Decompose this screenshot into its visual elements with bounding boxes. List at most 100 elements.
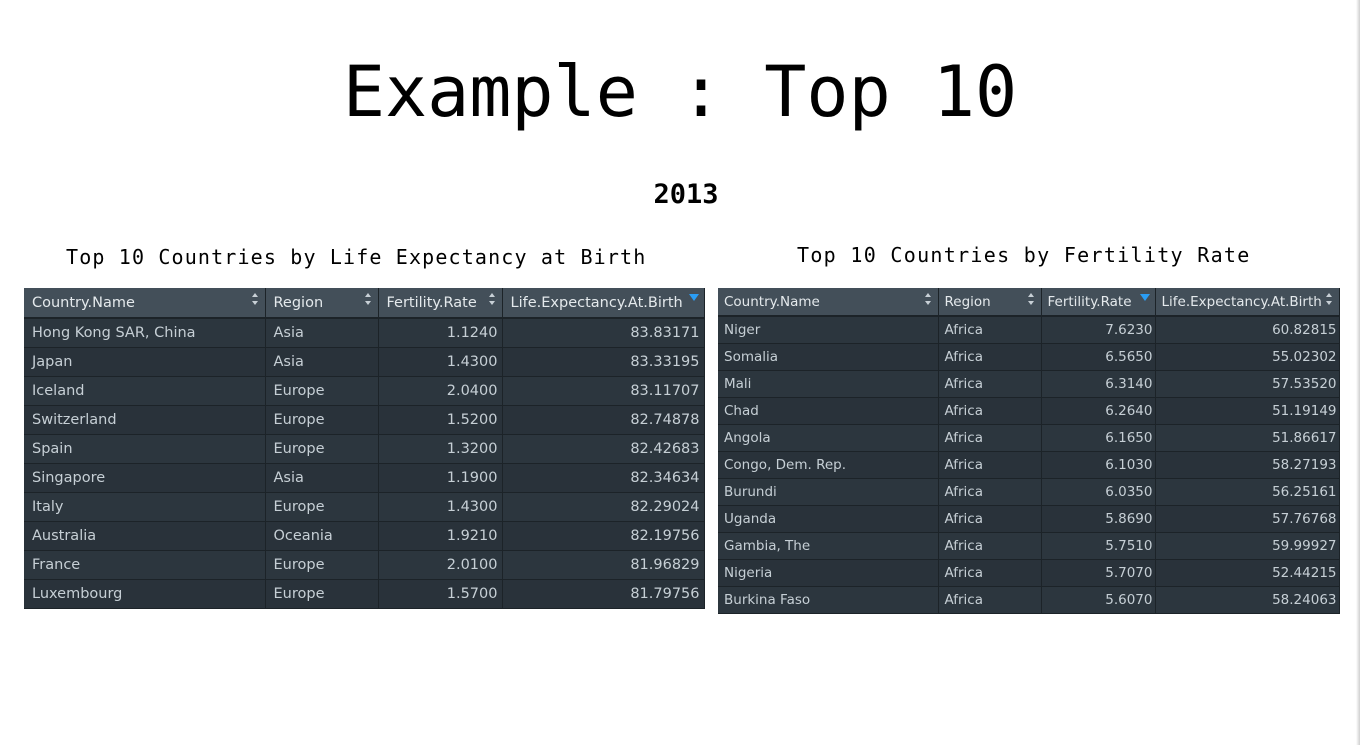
table-row[interactable]: Angola Africa 6.1650 51.86617 bbox=[718, 424, 1340, 452]
sort-arrows-icon[interactable] bbox=[924, 292, 932, 306]
cell-country-name: Congo, Dem. Rep. bbox=[718, 451, 939, 479]
cell-region: Africa bbox=[938, 316, 1042, 344]
cell-country-name: Luxembourg bbox=[24, 579, 266, 609]
column-header-label: Fertility.Rate bbox=[1047, 293, 1132, 310]
table-row[interactable]: Hong Kong SAR, China Asia 1.1240 83.83171 bbox=[24, 318, 705, 348]
sort-arrows-icon[interactable] bbox=[251, 292, 259, 306]
cell-life-expectancy: 58.27193 bbox=[1155, 451, 1340, 479]
column-header-life-expectancy[interactable]: Life.Expectancy.At.Birth bbox=[502, 288, 705, 319]
cell-life-expectancy: 83.11707 bbox=[502, 376, 705, 406]
cell-fertility-rate: 1.1240 bbox=[378, 318, 503, 348]
cell-fertility-rate: 6.1030 bbox=[1041, 451, 1156, 479]
cell-region: Africa bbox=[938, 397, 1042, 425]
cell-region: Europe bbox=[265, 579, 379, 609]
column-header-region[interactable]: Region bbox=[938, 288, 1042, 317]
cell-fertility-rate: 6.5650 bbox=[1041, 343, 1156, 371]
sort-arrows-icon[interactable] bbox=[1325, 292, 1333, 306]
column-header-fertility-rate[interactable]: Fertility.Rate bbox=[1041, 288, 1156, 317]
table-row[interactable]: Japan Asia 1.4300 83.33195 bbox=[24, 347, 705, 377]
cell-life-expectancy: 58.24063 bbox=[1155, 586, 1340, 614]
table-row[interactable]: France Europe 2.0100 81.96829 bbox=[24, 550, 705, 580]
sort-arrows-icon[interactable] bbox=[364, 292, 372, 306]
sort-descending-icon[interactable] bbox=[1139, 294, 1150, 301]
right-table-body: Niger Africa 7.6230 60.82815 Somalia Africa 6.… bbox=[718, 316, 1340, 614]
cell-life-expectancy: 59.99927 bbox=[1155, 532, 1340, 560]
cell-country-name: Hong Kong SAR, China bbox=[24, 318, 266, 348]
table-row[interactable]: Singapore Asia 1.1900 82.34634 bbox=[24, 463, 705, 493]
table-row[interactable]: Iceland Europe 2.0400 83.11707 bbox=[24, 376, 705, 406]
cell-region: Asia bbox=[265, 463, 379, 493]
cell-fertility-rate: 6.0350 bbox=[1041, 478, 1156, 506]
table-row[interactable]: Congo, Dem. Rep. Africa 6.1030 58.27193 bbox=[718, 451, 1340, 479]
cell-region: Africa bbox=[938, 586, 1042, 614]
cell-country-name: Chad bbox=[718, 397, 939, 425]
cell-fertility-rate: 5.7070 bbox=[1041, 559, 1156, 587]
cell-life-expectancy: 60.82815 bbox=[1155, 316, 1340, 344]
cell-region: Africa bbox=[938, 478, 1042, 506]
table-row[interactable]: Burundi Africa 6.0350 56.25161 bbox=[718, 478, 1340, 506]
table-row[interactable]: Australia Oceania 1.9210 82.19756 bbox=[24, 521, 705, 551]
cell-country-name: Mali bbox=[718, 370, 939, 398]
cell-fertility-rate: 1.5700 bbox=[378, 579, 503, 609]
table-row[interactable]: Luxembourg Europe 1.5700 81.79756 bbox=[24, 579, 705, 609]
column-header-life-expectancy[interactable]: Life.Expectancy.At.Birth bbox=[1155, 288, 1340, 317]
table-row[interactable]: Chad Africa 6.2640 51.19149 bbox=[718, 397, 1340, 425]
cell-country-name: Burkina Faso bbox=[718, 586, 939, 614]
sort-arrows-icon[interactable] bbox=[488, 292, 496, 306]
column-header-country-name[interactable]: Country.Name bbox=[718, 288, 939, 317]
year-label: 2013 bbox=[653, 179, 719, 210]
right-table-caption: Top 10 Countries by Fertility Rate bbox=[797, 243, 1251, 267]
table-row[interactable]: Somalia Africa 6.5650 55.02302 bbox=[718, 343, 1340, 371]
column-header-label: Life.Expectancy.At.Birth bbox=[510, 294, 683, 311]
cell-fertility-rate: 2.0400 bbox=[378, 376, 503, 406]
column-header-label: Country.Name bbox=[32, 294, 135, 311]
fertility-rate-table: Country.Name Region Fertility.Rate Life.… bbox=[718, 288, 1340, 614]
life-expectancy-table: Country.Name Region Fertility.Rate Life.… bbox=[24, 288, 705, 609]
cell-region: Asia bbox=[265, 347, 379, 377]
table-row[interactable]: Uganda Africa 5.8690 57.76768 bbox=[718, 505, 1340, 533]
cell-fertility-rate: 1.1900 bbox=[378, 463, 503, 493]
table-row[interactable]: Mali Africa 6.3140 57.53520 bbox=[718, 370, 1340, 398]
sort-descending-icon[interactable] bbox=[688, 294, 699, 301]
cell-country-name: Angola bbox=[718, 424, 939, 452]
column-header-region[interactable]: Region bbox=[265, 288, 379, 319]
cell-country-name: Singapore bbox=[24, 463, 266, 493]
table-header-row: Country.Name Region Fertility.Rate Life.… bbox=[24, 288, 705, 319]
cell-life-expectancy: 51.86617 bbox=[1155, 424, 1340, 452]
column-header-fertility-rate[interactable]: Fertility.Rate bbox=[378, 288, 503, 319]
cell-life-expectancy: 81.96829 bbox=[502, 550, 705, 580]
cell-fertility-rate: 6.3140 bbox=[1041, 370, 1156, 398]
cell-fertility-rate: 5.8690 bbox=[1041, 505, 1156, 533]
table-row[interactable]: Gambia, The Africa 5.7510 59.99927 bbox=[718, 532, 1340, 560]
table-row[interactable]: Switzerland Europe 1.5200 82.74878 bbox=[24, 405, 705, 435]
cell-life-expectancy: 57.53520 bbox=[1155, 370, 1340, 398]
table-row[interactable]: Italy Europe 1.4300 82.29024 bbox=[24, 492, 705, 522]
table-row[interactable]: Nigeria Africa 5.7070 52.44215 bbox=[718, 559, 1340, 587]
cell-region: Africa bbox=[938, 424, 1042, 452]
cell-life-expectancy: 82.34634 bbox=[502, 463, 705, 493]
table-row[interactable]: Spain Europe 1.3200 82.42683 bbox=[24, 434, 705, 464]
cell-fertility-rate: 6.1650 bbox=[1041, 424, 1156, 452]
table-row[interactable]: Burkina Faso Africa 5.6070 58.24063 bbox=[718, 586, 1340, 614]
cell-region: Africa bbox=[938, 451, 1042, 479]
cell-life-expectancy: 81.79756 bbox=[502, 579, 705, 609]
cell-fertility-rate: 7.6230 bbox=[1041, 316, 1156, 344]
page-title: Example : Top 10 bbox=[342, 51, 1018, 133]
cell-life-expectancy: 82.19756 bbox=[502, 521, 705, 551]
column-header-label: Life.Expectancy.At.Birth bbox=[1161, 293, 1322, 310]
column-header-label: Region bbox=[273, 294, 324, 311]
cell-country-name: Gambia, The bbox=[718, 532, 939, 560]
table-row[interactable]: Niger Africa 7.6230 60.82815 bbox=[718, 316, 1340, 344]
cell-fertility-rate: 2.0100 bbox=[378, 550, 503, 580]
column-header-country-name[interactable]: Country.Name bbox=[24, 288, 266, 319]
cell-life-expectancy: 52.44215 bbox=[1155, 559, 1340, 587]
cell-country-name: Italy bbox=[24, 492, 266, 522]
cell-fertility-rate: 1.4300 bbox=[378, 492, 503, 522]
cell-fertility-rate: 1.3200 bbox=[378, 434, 503, 464]
sort-arrows-icon[interactable] bbox=[1027, 292, 1035, 306]
cell-country-name: Niger bbox=[718, 316, 939, 344]
cell-country-name: Nigeria bbox=[718, 559, 939, 587]
cell-life-expectancy: 83.33195 bbox=[502, 347, 705, 377]
cell-region: Oceania bbox=[265, 521, 379, 551]
